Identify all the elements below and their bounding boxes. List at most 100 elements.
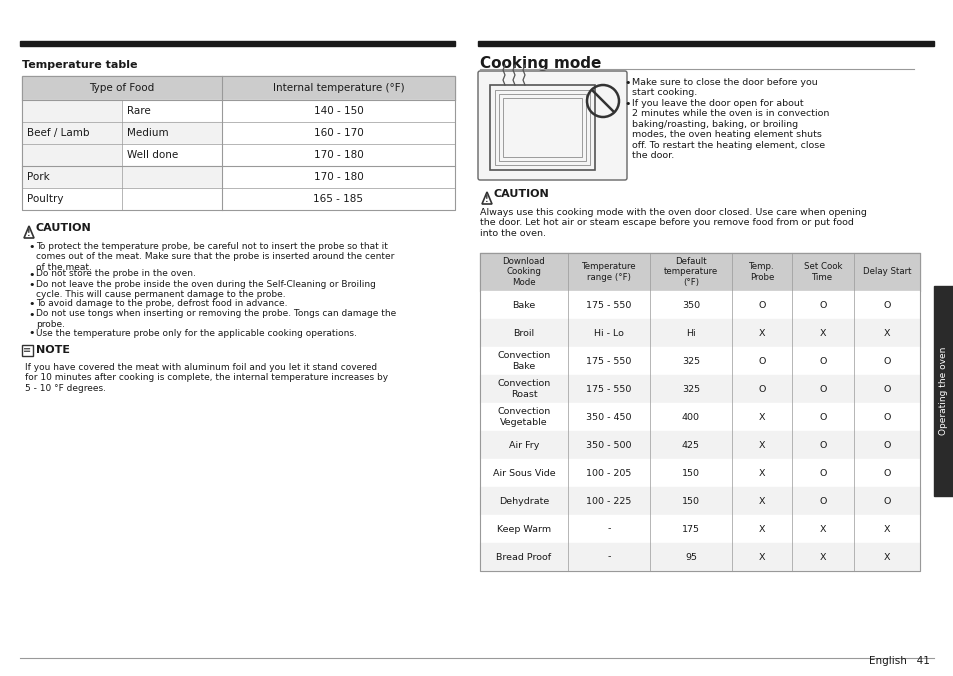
Text: •: • bbox=[28, 329, 34, 339]
Bar bbox=[649, 253, 731, 291]
Bar bbox=[731, 431, 791, 459]
Bar bbox=[649, 375, 731, 403]
Bar bbox=[20, 41, 455, 46]
Bar bbox=[933, 286, 953, 496]
Bar bbox=[649, 459, 731, 487]
Text: X: X bbox=[882, 552, 889, 562]
Text: X: X bbox=[882, 329, 889, 337]
Text: 350 - 500: 350 - 500 bbox=[586, 441, 631, 450]
Text: •: • bbox=[623, 78, 630, 88]
Bar bbox=[479, 253, 567, 291]
Bar bbox=[791, 253, 853, 291]
Bar bbox=[791, 431, 853, 459]
FancyBboxPatch shape bbox=[477, 71, 626, 180]
Text: Cooking mode: Cooking mode bbox=[479, 56, 600, 71]
Text: O: O bbox=[882, 496, 890, 506]
Text: 350: 350 bbox=[681, 301, 700, 310]
Bar bbox=[222, 122, 455, 144]
Text: 325: 325 bbox=[681, 385, 700, 393]
Text: X: X bbox=[882, 525, 889, 533]
Bar bbox=[731, 291, 791, 319]
Text: English   41: English 41 bbox=[868, 656, 929, 666]
Bar bbox=[567, 375, 649, 403]
Text: 425: 425 bbox=[681, 441, 700, 450]
Text: Do not store the probe in the oven.: Do not store the probe in the oven. bbox=[36, 270, 195, 279]
Bar bbox=[567, 253, 649, 291]
Text: Rare: Rare bbox=[127, 106, 151, 116]
Bar bbox=[222, 100, 455, 122]
Text: To protect the temperature probe, be careful not to insert the probe so that it
: To protect the temperature probe, be car… bbox=[36, 242, 394, 272]
Bar bbox=[791, 487, 853, 515]
Bar bbox=[853, 543, 919, 571]
Bar bbox=[479, 319, 567, 347]
Text: 325: 325 bbox=[681, 356, 700, 366]
Bar bbox=[649, 431, 731, 459]
Text: 160 - 170: 160 - 170 bbox=[314, 128, 363, 138]
Bar bbox=[567, 515, 649, 543]
Text: If you have covered the meat with aluminum foil and you let it stand covered
for: If you have covered the meat with alumin… bbox=[25, 363, 388, 393]
Bar bbox=[222, 144, 455, 166]
Text: •: • bbox=[623, 99, 630, 109]
Bar bbox=[567, 347, 649, 375]
Text: 175 - 550: 175 - 550 bbox=[586, 356, 631, 366]
Bar bbox=[791, 543, 853, 571]
Text: 95: 95 bbox=[684, 552, 697, 562]
Text: Always use this cooking mode with the oven door closed. Use care when opening
th: Always use this cooking mode with the ov… bbox=[479, 208, 866, 238]
Bar bbox=[853, 403, 919, 431]
Text: Download
Cooking
Mode: Download Cooking Mode bbox=[502, 257, 545, 287]
Text: Air Fry: Air Fry bbox=[508, 441, 538, 450]
Text: •: • bbox=[28, 310, 34, 320]
Bar bbox=[122, 144, 222, 166]
Text: Bread Proof: Bread Proof bbox=[496, 552, 551, 562]
Text: 150: 150 bbox=[681, 468, 700, 477]
Bar bbox=[22, 345, 33, 356]
Text: X: X bbox=[758, 525, 764, 533]
Bar bbox=[731, 459, 791, 487]
Text: Make sure to close the door before you
start cooking.: Make sure to close the door before you s… bbox=[631, 78, 817, 97]
Text: O: O bbox=[758, 385, 765, 393]
Text: O: O bbox=[758, 301, 765, 310]
Text: Set Cook
Time: Set Cook Time bbox=[803, 262, 841, 282]
Bar bbox=[853, 431, 919, 459]
Bar bbox=[479, 403, 567, 431]
Text: •: • bbox=[28, 270, 34, 279]
Text: •: • bbox=[28, 299, 34, 309]
Bar bbox=[222, 188, 455, 210]
Text: Hi - Lo: Hi - Lo bbox=[594, 329, 623, 337]
Bar bbox=[853, 319, 919, 347]
Bar bbox=[567, 487, 649, 515]
Bar bbox=[122, 122, 222, 144]
Bar bbox=[731, 403, 791, 431]
Text: O: O bbox=[882, 412, 890, 422]
Bar bbox=[222, 166, 455, 188]
Bar bbox=[22, 188, 222, 210]
Text: 100 - 225: 100 - 225 bbox=[586, 496, 631, 506]
Text: O: O bbox=[819, 468, 826, 477]
Bar bbox=[479, 487, 567, 515]
Text: •: • bbox=[28, 280, 34, 290]
Text: Keep Warm: Keep Warm bbox=[497, 525, 551, 533]
Text: Bake: Bake bbox=[512, 301, 535, 310]
Bar bbox=[490, 85, 595, 170]
Bar bbox=[567, 291, 649, 319]
Bar bbox=[567, 459, 649, 487]
Bar bbox=[853, 487, 919, 515]
Text: !: ! bbox=[27, 228, 30, 237]
Text: 140 - 150: 140 - 150 bbox=[314, 106, 363, 116]
Bar bbox=[567, 403, 649, 431]
Text: Convection
Roast: Convection Roast bbox=[497, 379, 550, 399]
Text: Convection
Bake: Convection Bake bbox=[497, 352, 550, 370]
Text: !: ! bbox=[485, 195, 488, 203]
Text: •: • bbox=[28, 242, 34, 252]
Text: Default
temperature
(°F): Default temperature (°F) bbox=[663, 257, 718, 287]
Text: X: X bbox=[758, 412, 764, 422]
Text: Pork: Pork bbox=[27, 172, 50, 182]
Bar bbox=[853, 375, 919, 403]
Bar bbox=[853, 253, 919, 291]
Bar bbox=[567, 319, 649, 347]
Text: X: X bbox=[758, 552, 764, 562]
Bar bbox=[122, 100, 222, 122]
Bar bbox=[502, 98, 581, 157]
Bar bbox=[853, 459, 919, 487]
Text: Poultry: Poultry bbox=[27, 194, 64, 204]
